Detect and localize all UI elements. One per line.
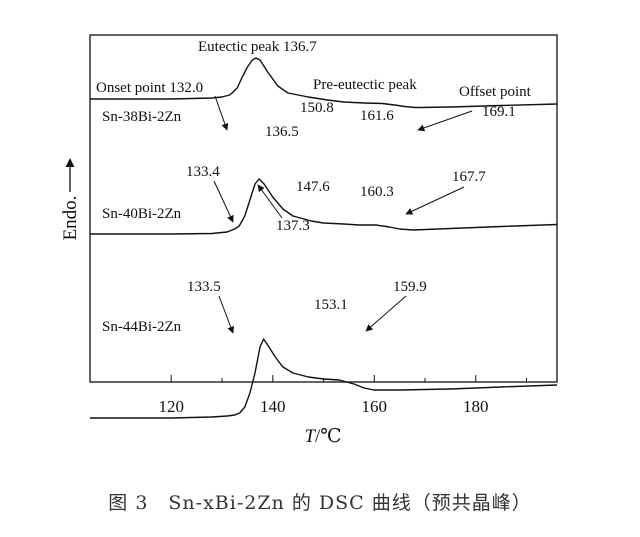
s3-value-153-1: 153.1 — [314, 297, 348, 313]
s2-value-160-3: 160.3 — [360, 184, 394, 200]
dsc-curve-sn-40bi-2zn — [90, 178, 558, 235]
x-tick-label-180: 180 — [463, 397, 489, 416]
s3-offset-arrow — [365, 295, 407, 332]
y-axis-title: Endo. — [60, 196, 81, 241]
x-axis-ticks: 120 140 160 180 — [158, 375, 527, 416]
s1-value-136-5: 136.5 — [265, 124, 299, 140]
s2-value-133-4: 133.4 — [186, 164, 220, 180]
series-label-sn44bi: Sn-44Bi-2Zn — [102, 319, 182, 335]
x-axis-title: T/℃ — [304, 426, 341, 447]
x-tick-label-160: 160 — [362, 397, 388, 416]
offset-point-label: Offset point — [459, 84, 532, 100]
s1-value-150-8: 150.8 — [300, 100, 334, 116]
series-labels: Sn-38Bi-2Zn Sn-40Bi-2Zn Sn-44Bi-2Zn — [102, 109, 182, 335]
s2-value-147-6: 147.6 — [296, 179, 330, 195]
x-tick-label-120: 120 — [158, 397, 184, 416]
s1-onset-arrow — [214, 95, 229, 131]
dsc-curve-sn-38bi-2zn — [90, 57, 558, 109]
s2-offset-arrow — [405, 186, 465, 215]
pre-eutectic-peak-label: Pre-eutectic peak — [313, 77, 417, 93]
s1-offset-arrow — [417, 110, 473, 132]
s2-value-137-3: 137.3 — [276, 218, 310, 234]
s2-peak-arrow — [257, 184, 283, 219]
figure-caption: 图 3 Sn-xBi-2Zn 的 DSC 曲线（预共晶峰） — [108, 492, 532, 514]
s1-value-161-6: 161.6 — [360, 108, 394, 124]
s3-value-159-9: 159.9 — [393, 279, 427, 295]
s3-value-133-5: 133.5 — [187, 279, 221, 295]
s2-value-167-7: 167.7 — [452, 169, 486, 185]
annotations: Eutectic peak 136.7 Onset point 132.0 Pr… — [96, 39, 532, 334]
eutectic-peak-label: Eutectic peak 136.7 — [198, 39, 317, 55]
s3-onset-arrow — [218, 295, 235, 334]
series-label-sn40bi: Sn-40Bi-2Zn — [102, 206, 182, 222]
dsc-curve-sn-44bi-2zn — [90, 338, 558, 419]
x-tick-label-140: 140 — [260, 397, 286, 416]
series-label-sn38bi: Sn-38Bi-2Zn — [102, 109, 182, 125]
s1-value-169-1: 169.1 — [482, 104, 516, 120]
s2-onset-arrow — [213, 180, 234, 223]
curves — [90, 57, 558, 419]
onset-point-label: Onset point 132.0 — [96, 80, 203, 96]
y-axis-label: Endo. — [60, 158, 81, 241]
